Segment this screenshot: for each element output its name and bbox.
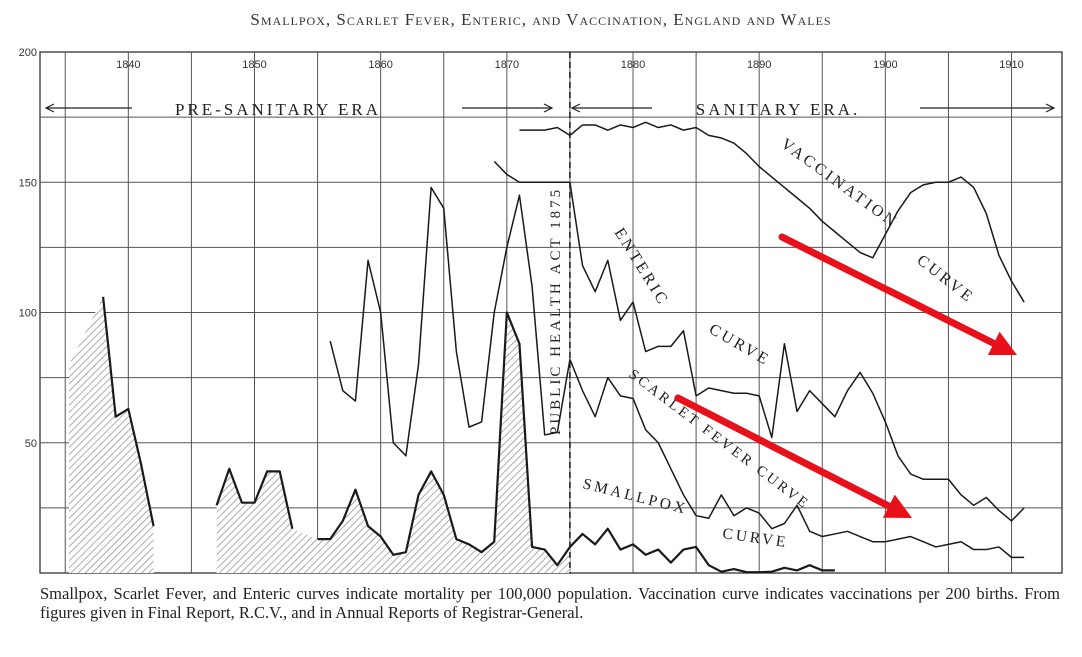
- x-tick-label: 1890: [747, 59, 771, 71]
- era-label-sanitary: SANITARY ERA.: [696, 100, 861, 119]
- x-tick-label: 1870: [495, 59, 519, 71]
- label-smallpox-curve: CURVE: [721, 525, 789, 551]
- x-tick-label: 1900: [873, 59, 897, 71]
- series-line-vaccination: [519, 121, 1025, 303]
- trend-arrow-scarlet-fever: [674, 394, 893, 510]
- y-tick-label: 200: [19, 47, 37, 59]
- era-arrow-head: [570, 103, 581, 113]
- x-tick-label: 1910: [999, 59, 1023, 71]
- x-tick-label: 1850: [242, 59, 266, 71]
- series-line-scarlet-fever-early: [329, 186, 571, 457]
- x-tick-label: 1860: [368, 59, 392, 71]
- chart: 50 100 150 200 1840 1850 1860 1870 1880 1890 1900 1…: [19, 47, 1063, 574]
- era-arrow-head: [1045, 103, 1056, 113]
- trend-arrow-vaccination: [778, 233, 998, 347]
- era-arrow-head: [543, 103, 554, 113]
- label-vaccination: VACCINATION: [778, 135, 901, 231]
- x-tick-label: 1880: [621, 59, 645, 71]
- series-line-smallpox: [101, 296, 835, 574]
- label-enteric-curve: CURVE: [706, 321, 773, 370]
- label-smallpox: SMALLPOX: [581, 475, 689, 518]
- label-enteric: ENTERIC: [611, 225, 672, 309]
- chart-caption: Smallpox, Scarlet Fever, and Enteric cur…: [40, 584, 1060, 622]
- trend-arrow-scarlet-fever-head: [882, 494, 912, 518]
- y-tick-label: 100: [19, 308, 37, 320]
- series-line-scarlet-fever: [569, 359, 1025, 559]
- public-health-act-label: PUBLIC HEALTH ACT 1875: [548, 187, 564, 435]
- smallpox-hatch-fill: [216, 312, 570, 573]
- label-vaccination-curve: CURVE: [914, 252, 978, 307]
- era-arrow-head: [44, 103, 55, 113]
- era-label-pre-sanitary: PRE-SANITARY ERA: [175, 100, 381, 119]
- series-line-enteric: [493, 160, 1025, 522]
- x-tick-label: 1840: [116, 59, 140, 71]
- trend-arrow-vaccination-head: [987, 331, 1017, 355]
- smallpox-hatch-fill: [103, 296, 154, 573]
- label-scarlet-fever-curve: SCARLET FEVER CURVE: [626, 366, 813, 513]
- y-tick-label: 50: [25, 438, 37, 450]
- chart-title: Smallpox, Scarlet Fever, Enteric, and Va…: [250, 10, 832, 29]
- y-tick-label: 150: [19, 177, 37, 189]
- smallpox-hatch-fill: [69, 296, 104, 573]
